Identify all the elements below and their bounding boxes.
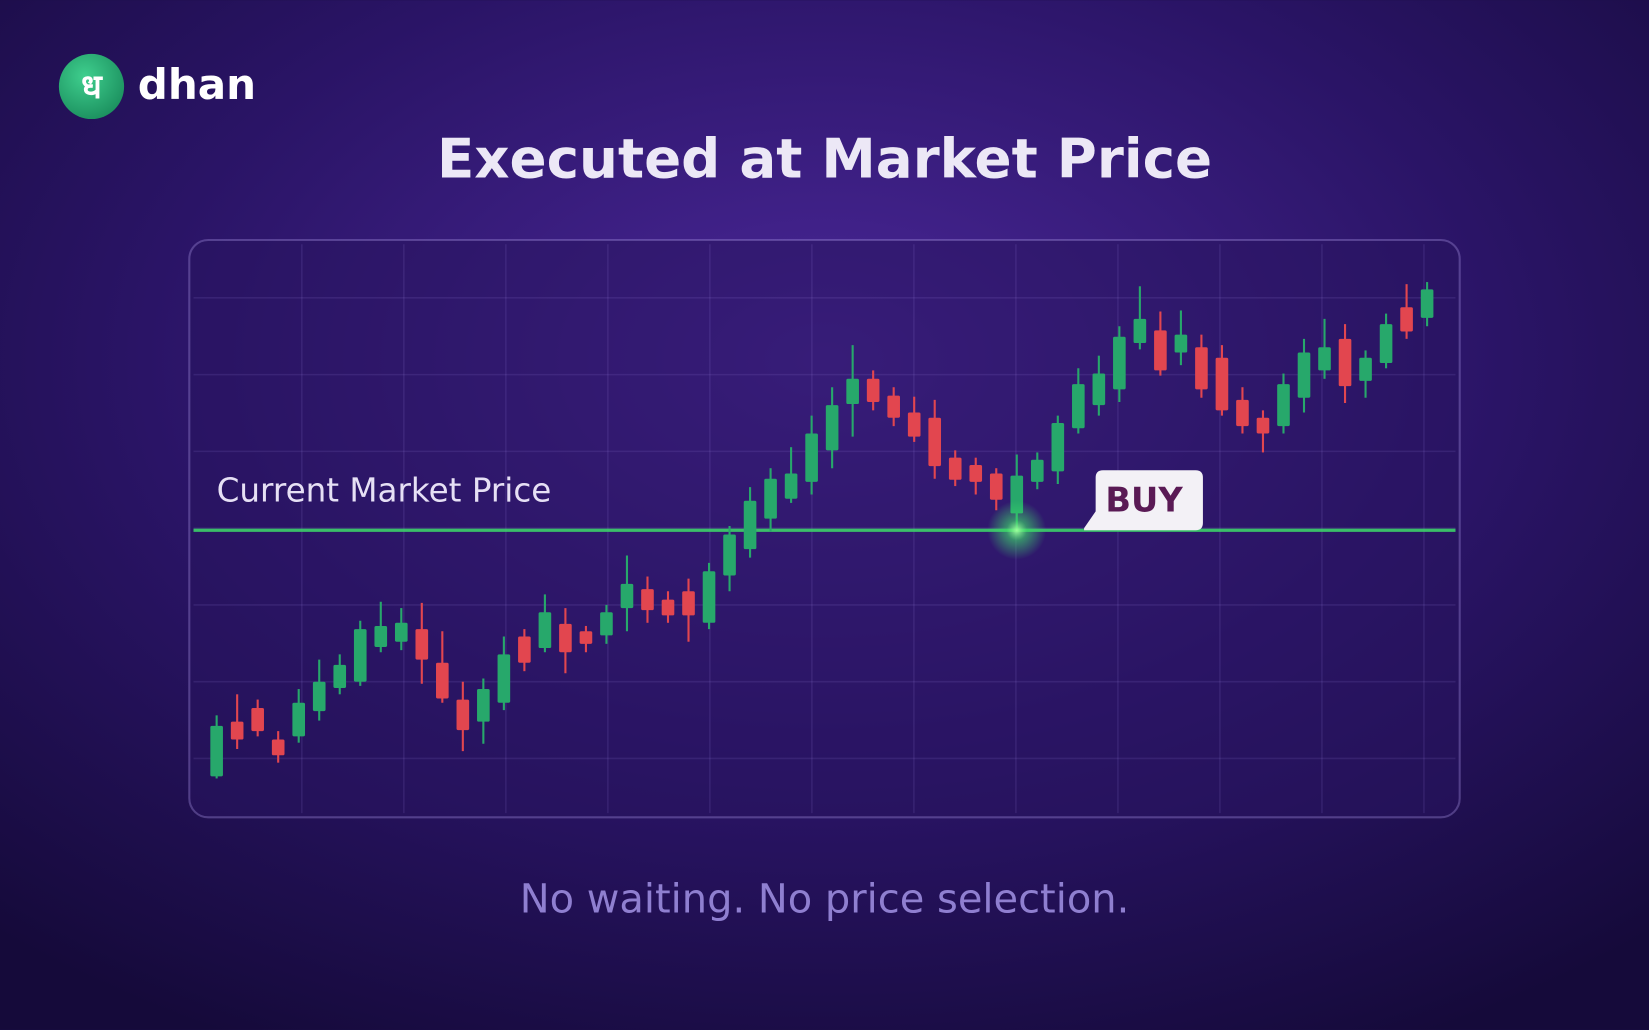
candle-body (784, 473, 798, 499)
candle-body (1092, 373, 1106, 406)
price-line-label: Current Market Price (217, 471, 552, 509)
candle-body (928, 417, 942, 467)
candle-body (866, 378, 880, 402)
candle-body (682, 591, 695, 616)
candle-body (1154, 330, 1167, 371)
candle-body (292, 702, 306, 737)
candle-body (661, 599, 675, 616)
candle-body (210, 725, 223, 777)
candle-body (600, 612, 613, 636)
candle-body (620, 583, 634, 609)
candle-body (1420, 289, 1434, 318)
candle-body (312, 681, 326, 712)
candle-body (723, 534, 736, 576)
candle-body (1338, 338, 1352, 387)
candle-body (764, 478, 777, 519)
candle-body (969, 465, 983, 482)
candle-body (477, 689, 490, 722)
candle-body (497, 654, 511, 703)
candle-body (989, 473, 1003, 500)
candle-body (887, 395, 900, 418)
candle-body (948, 457, 962, 480)
candle-body (1297, 352, 1311, 398)
candle-body (271, 739, 285, 756)
candle-body (333, 664, 347, 688)
candle-body (1400, 307, 1413, 332)
candle-body (1379, 324, 1393, 364)
candle-body (1195, 347, 1208, 390)
candle-body (846, 378, 859, 405)
candle-body (1030, 459, 1044, 482)
candle-body (1113, 336, 1126, 390)
candle-body (436, 662, 449, 699)
brand-name: dhan (138, 60, 256, 109)
buy-label: BUY (1105, 480, 1183, 519)
buy-callout (1084, 470, 1203, 531)
subtitle: No waiting. No price selection. (520, 876, 1130, 922)
candle-body (538, 612, 552, 649)
candle-body (518, 636, 531, 663)
candle-body (641, 589, 654, 611)
chart-title: Executed at Market Price (437, 126, 1212, 190)
candle-body (1133, 318, 1147, 344)
candle-body (702, 571, 716, 623)
candle-body (1215, 357, 1229, 411)
candle-body (1236, 399, 1249, 427)
buy-glow (987, 500, 1047, 560)
candle-body (456, 699, 470, 731)
candle-body (1318, 347, 1331, 371)
plot: Current Market Price BUY (193, 282, 1456, 779)
candle-body (374, 625, 388, 647)
candle-body (251, 707, 264, 732)
candle-body (907, 412, 921, 437)
candle-body (559, 623, 572, 653)
candle-body (1256, 417, 1270, 434)
candle-body (1359, 357, 1372, 381)
logo-icon (58, 53, 125, 120)
candle-body (1072, 384, 1085, 429)
candle-body (394, 622, 408, 642)
candle-body (1051, 422, 1065, 472)
candle-body (353, 629, 367, 682)
candle-body (1277, 384, 1290, 427)
candle-body (415, 629, 429, 660)
candle-body (579, 631, 593, 644)
logo-glyph: ध (81, 67, 103, 106)
candle-body (825, 405, 839, 451)
candle-body (230, 721, 244, 740)
candle-body (743, 500, 757, 550)
candle-body (1174, 334, 1188, 353)
candle-body (805, 433, 818, 482)
